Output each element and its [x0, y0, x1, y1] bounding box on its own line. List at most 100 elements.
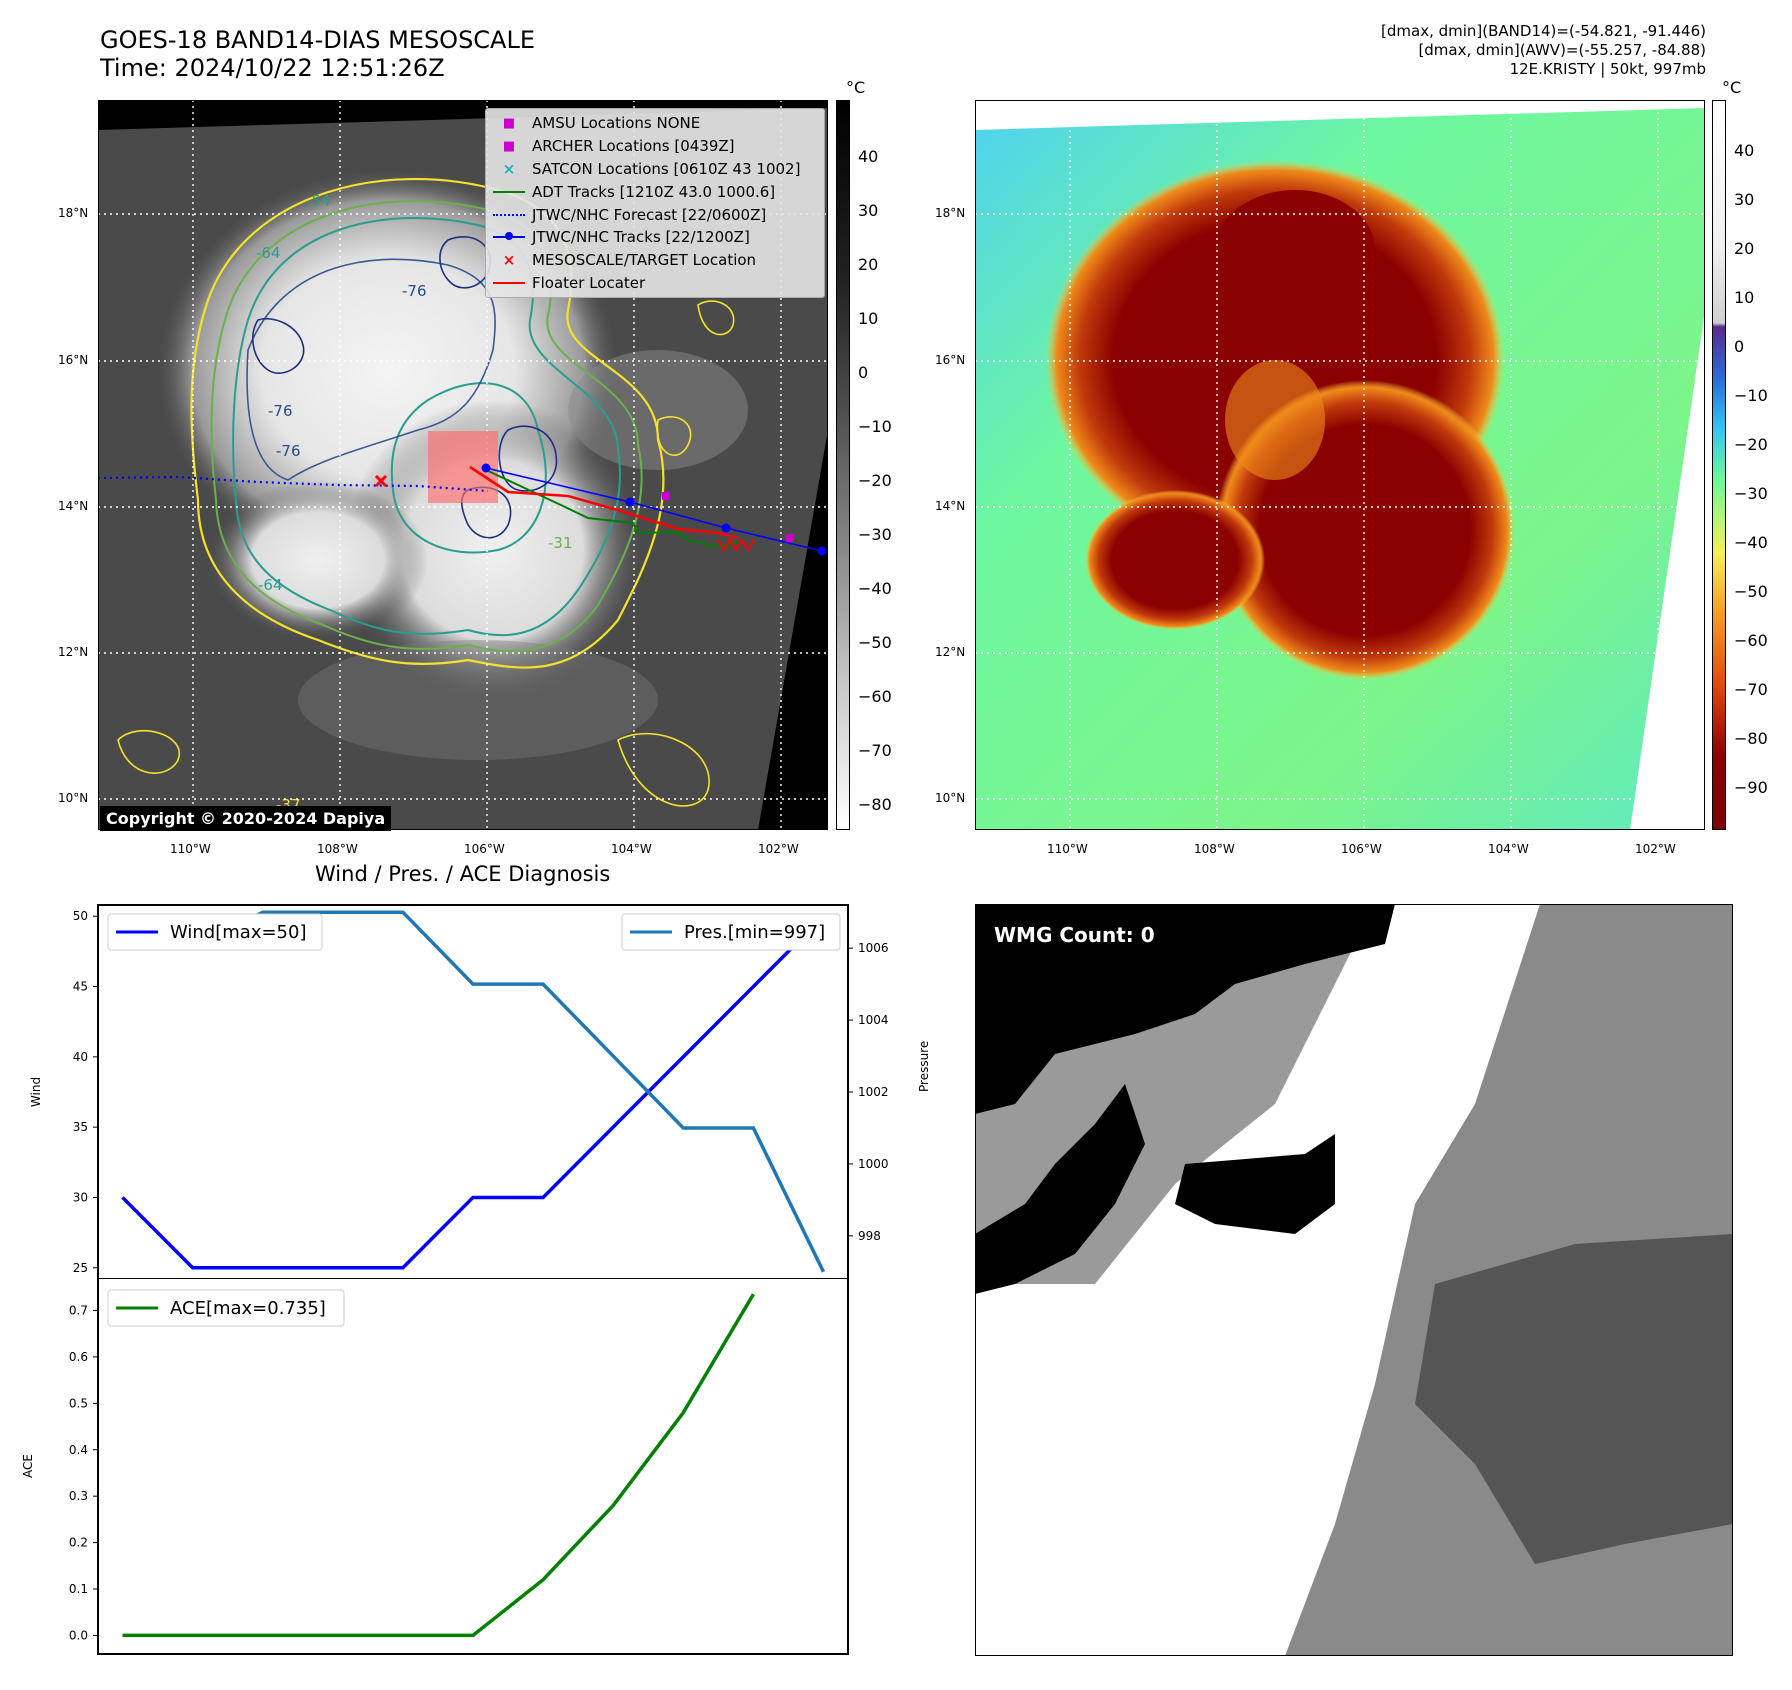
ace-ytick-label: 0.0: [69, 1628, 88, 1642]
copyright-label: Copyright © 2020-2024 Dapiya: [100, 806, 392, 831]
colorbar-tick: −10: [858, 417, 892, 436]
wind-ytick-label: 50: [73, 909, 88, 923]
wind-axis-label: Wind: [29, 1077, 43, 1107]
line-dot-icon: [486, 232, 532, 241]
ace-legend-box: [107, 1289, 345, 1327]
title-line-1: GOES-18 BAND14-DIAS MESOSCALE: [100, 26, 536, 54]
legend-entry: × MESOSCALE/TARGET Location: [486, 249, 824, 272]
colorbar-tick: 0: [858, 363, 869, 382]
gridlines: [975, 100, 1705, 830]
lon-tick: 108°W: [1194, 842, 1235, 856]
colorbar-tick: −10: [1734, 386, 1768, 405]
contour-label: -54: [306, 192, 331, 210]
colorbar-tick: 20: [1734, 239, 1755, 258]
contour-label: -31: [548, 534, 573, 552]
legend-entry: JTWC/NHC Forecast [22/0600Z]: [486, 203, 824, 226]
lat-tick: 12°N: [58, 645, 89, 659]
colorbar-tick: −60: [858, 687, 892, 706]
ace-ytick-label: 0.4: [69, 1443, 88, 1457]
lon-tick: 110°W: [1047, 842, 1088, 856]
colorbar-tick: −40: [1734, 533, 1768, 552]
ace-ytick-label: 0.7: [69, 1303, 88, 1317]
colorbar-unit: °C: [846, 78, 866, 97]
wind-legend-box: [107, 913, 323, 951]
colorbar-tick: −40: [858, 579, 892, 598]
wmg-count-label: WMG Count: 0: [988, 920, 1161, 950]
ace-ytick-label: 0.2: [69, 1536, 88, 1550]
legend-entry: ■ AMSU Locations NONE: [486, 112, 824, 135]
contour-label: -76: [268, 402, 293, 420]
lon-tick: 104°W: [611, 842, 652, 856]
figure-title: GOES-18 BAND14-DIAS MESOSCALE Time: 2024…: [100, 26, 535, 82]
wind-ytick-label: 30: [73, 1190, 88, 1204]
x-marker-icon: ×: [502, 251, 516, 270]
ace-axis-label: ACE: [21, 1454, 35, 1478]
pressure-ytick-label: 1006: [858, 941, 889, 955]
ace-ytick-label: 0.1: [69, 1582, 88, 1596]
ace-chart: 0.7 0.6 0.5 0.4 0.3 0.2 0.1 0.0 ACE ACE[max=0.7…: [21, 1278, 849, 1655]
wmg-region: [975, 904, 1395, 1114]
legend-entry: JTWC/NHC Tracks [22/1200Z]: [486, 226, 824, 249]
lon-tick: 106°W: [464, 842, 505, 856]
colorbar-unit: °C: [1722, 78, 1742, 97]
lat-tick: 16°N: [935, 353, 966, 367]
colorbar-tick: 10: [858, 309, 879, 328]
colorbar-tick: −20: [1734, 435, 1768, 454]
wind-ytick-label: 35: [73, 1120, 88, 1134]
colorbar-tick: 0: [1734, 337, 1745, 356]
legend-entry: × SATCON Locations [0610Z 43 1002]: [486, 158, 824, 181]
wmg-region: [1415, 1234, 1733, 1564]
adt-track: [485, 469, 739, 549]
ace-ytick-label: 0.6: [69, 1350, 88, 1364]
pressure-legend-label: Pres.[min=997]: [684, 922, 825, 943]
lat-tick: 18°N: [935, 206, 966, 220]
wind-ytick-label: 40: [73, 1050, 88, 1064]
lon-tick: 110°W: [170, 842, 211, 856]
x-marker-icon: ×: [502, 159, 516, 178]
contour-label: -76: [276, 442, 301, 460]
colorbar-tick: −60: [1734, 631, 1768, 650]
ace-plot-area: [97, 1278, 849, 1655]
wind-ytick-label: 45: [73, 980, 88, 994]
wind-pressure-chart: 50 45 40 35 30 25 1006 1004 1002 1000 998 Wind Pre…: [29, 904, 889, 1280]
contour-label: -64: [256, 244, 281, 262]
info-line-1: [dmax, dmin](BAND14)=(-54.821, -91.446): [1381, 22, 1706, 40]
colorbar-tick: −80: [1734, 729, 1768, 748]
lat-tick: 14°N: [58, 499, 89, 513]
colorbar-tick: 30: [1734, 190, 1755, 209]
colorbar-tick: −30: [858, 525, 892, 544]
pressure-ytick-label: 1004: [858, 1013, 889, 1027]
pressure-axis-title: Pressure: [917, 1040, 931, 1092]
lat-tick: 12°N: [935, 645, 966, 659]
pressure-ytick-label: 1000: [858, 1157, 889, 1171]
dotted-line-icon: [486, 213, 532, 216]
colorbar-tick: −80: [858, 795, 892, 814]
lon-tick: 102°W: [758, 842, 799, 856]
wmg-region: [975, 1084, 1145, 1294]
colorbar-tick: −50: [1734, 582, 1768, 601]
legend-entry: ADT Tracks [1210Z 43.0 1000.6]: [486, 180, 824, 203]
contour-label: -76: [402, 282, 427, 300]
colorbar-tick: −90: [1734, 778, 1768, 797]
legend-entry: Floater Locater: [486, 272, 824, 295]
line-icon: [486, 281, 532, 284]
ace-legend-label: ACE[max=0.735]: [170, 1298, 326, 1319]
title-line-2: Time: 2024/10/22 12:51:26Z: [100, 54, 445, 82]
colorbar-tick: 20: [858, 255, 879, 274]
wind-series-line: [121, 915, 825, 1270]
info-line-3: 12E.KRISTY | 50kt, 997mb: [1509, 60, 1706, 78]
no-data-right: [758, 100, 828, 830]
lat-tick: 10°N: [935, 791, 966, 805]
colorbar-tick: −20: [858, 471, 892, 490]
color-enhanced-map: [975, 100, 1705, 830]
lat-tick: 10°N: [58, 791, 89, 805]
colorbar-tick: 40: [1734, 141, 1755, 160]
lon-tick: 104°W: [1488, 842, 1529, 856]
info-line-2: [dmax, dmin](AWV)=(-55.257, -84.88): [1418, 41, 1706, 59]
colorbar-tick: −30: [1734, 484, 1768, 503]
lon-tick: 106°W: [1341, 842, 1382, 856]
colorbar-tick: 40: [858, 147, 879, 166]
storm-info: [dmax, dmin](BAND14)=(-54.821, -91.446) …: [1381, 22, 1706, 79]
lon-tick: 102°W: [1635, 842, 1676, 856]
colorbar-tick: −70: [1734, 680, 1768, 699]
